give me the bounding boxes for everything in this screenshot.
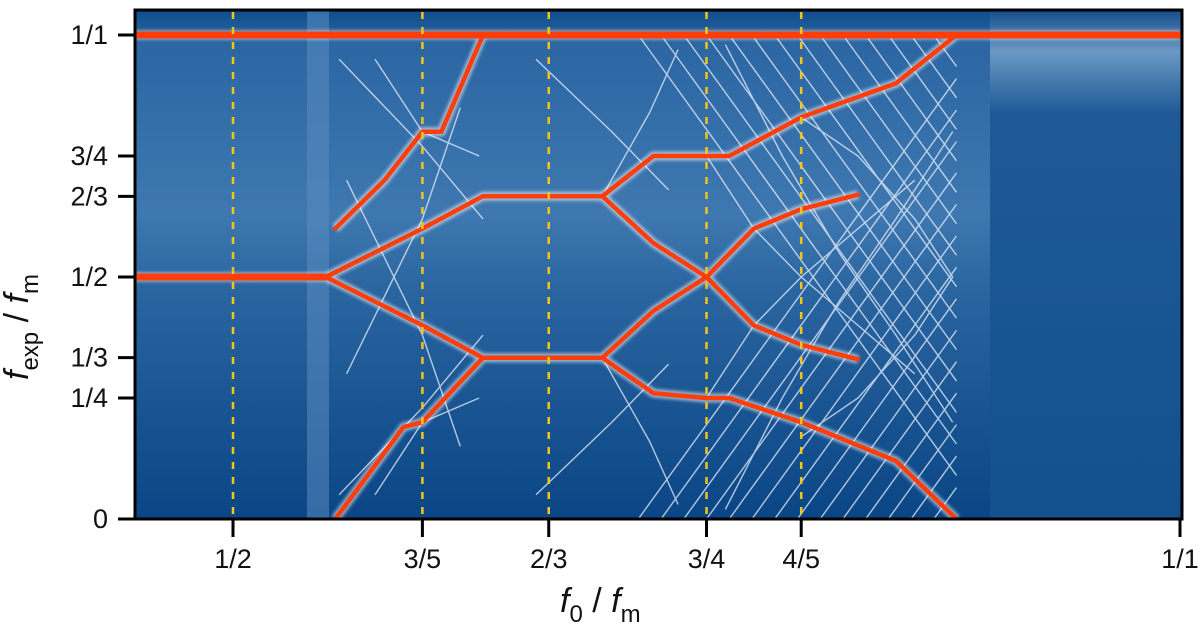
mesh-line (800, 116, 954, 278)
dominant-ridges (136, 31, 1182, 518)
mesh-line (910, 34, 958, 99)
mesh-line (637, 34, 958, 476)
y-tick-label: 1/3 (70, 343, 108, 373)
x-tick-label: 4/5 (782, 544, 820, 574)
mesh-line (601, 357, 679, 505)
transition-band (307, 11, 329, 518)
ridge-lower-branch-1 (323, 274, 959, 518)
y-axis: 0 1/4 1/3 1/2 2/3 3/4 1/1 (70, 20, 135, 534)
mesh-line (660, 34, 958, 445)
mesh-line (887, 34, 958, 130)
y-axis-label: fexp / fm (0, 274, 44, 380)
mesh-line (683, 34, 958, 413)
mesh-line (705, 34, 958, 382)
ridge-upper-branch-2 (333, 355, 486, 518)
heatmap-right-region (990, 11, 1182, 518)
reference-lines (231, 12, 803, 518)
ridge-inner-lower-3 (600, 193, 861, 362)
mesh-line (345, 107, 461, 375)
mesh-line (800, 276, 954, 438)
mesh-line (819, 34, 958, 225)
mesh-line (865, 34, 958, 162)
ridge-lower-branch-2 (333, 32, 486, 231)
mesh-line (774, 34, 958, 288)
y-tick-label: 1/4 (70, 383, 108, 413)
mesh-line (729, 203, 958, 518)
mesh-line (638, 78, 958, 518)
mesh-line (345, 179, 461, 447)
mesh-line (842, 361, 958, 518)
y-tick-label: 0 (93, 504, 108, 534)
mesh-line (751, 34, 958, 319)
plot-area (136, 11, 1182, 518)
x-axis-label: f0 / fm (560, 582, 641, 628)
x-tick-label: 3/4 (688, 544, 726, 574)
mesh-line (724, 44, 954, 423)
x-axis: 1/2 3/5 2/3 3/4 4/5 1/1 (214, 519, 1199, 574)
mesh-line (819, 329, 958, 518)
mesh-line (660, 109, 958, 518)
mesh-line (535, 363, 670, 496)
mesh-line (683, 141, 958, 518)
mesh-line (842, 34, 958, 193)
y-tick-label: 3/4 (70, 141, 108, 171)
mesh-line (910, 455, 958, 518)
x-tick-label: 2/3 (530, 544, 568, 574)
mesh-line (865, 392, 958, 518)
y-tick-label: 1/2 (70, 262, 108, 292)
ridge-upper-branch-1 (323, 32, 959, 280)
secondary-ridges (338, 34, 958, 518)
mesh-line (728, 34, 958, 351)
plot-frame (133, 8, 1184, 521)
x-tick-label: 1/2 (214, 544, 252, 574)
mesh-line (796, 34, 958, 256)
mesh-line (933, 34, 958, 67)
mesh-line (338, 58, 484, 220)
mesh-line (705, 179, 916, 399)
mesh-line (797, 298, 958, 518)
mesh-line (706, 172, 958, 518)
y-tick-label: 1/1 (70, 20, 108, 50)
x-tick-label: 1/1 (1161, 544, 1199, 574)
mesh-line (535, 58, 670, 191)
mesh-line (774, 266, 958, 518)
x-tick-label: 3/5 (404, 544, 442, 574)
mesh-line (724, 131, 954, 510)
mesh-line (751, 235, 958, 518)
y-tick-label: 2/3 (70, 181, 108, 211)
mesh-line (601, 49, 679, 197)
mesh-line (888, 424, 958, 518)
ridge-inner-upper-3 (600, 192, 861, 361)
